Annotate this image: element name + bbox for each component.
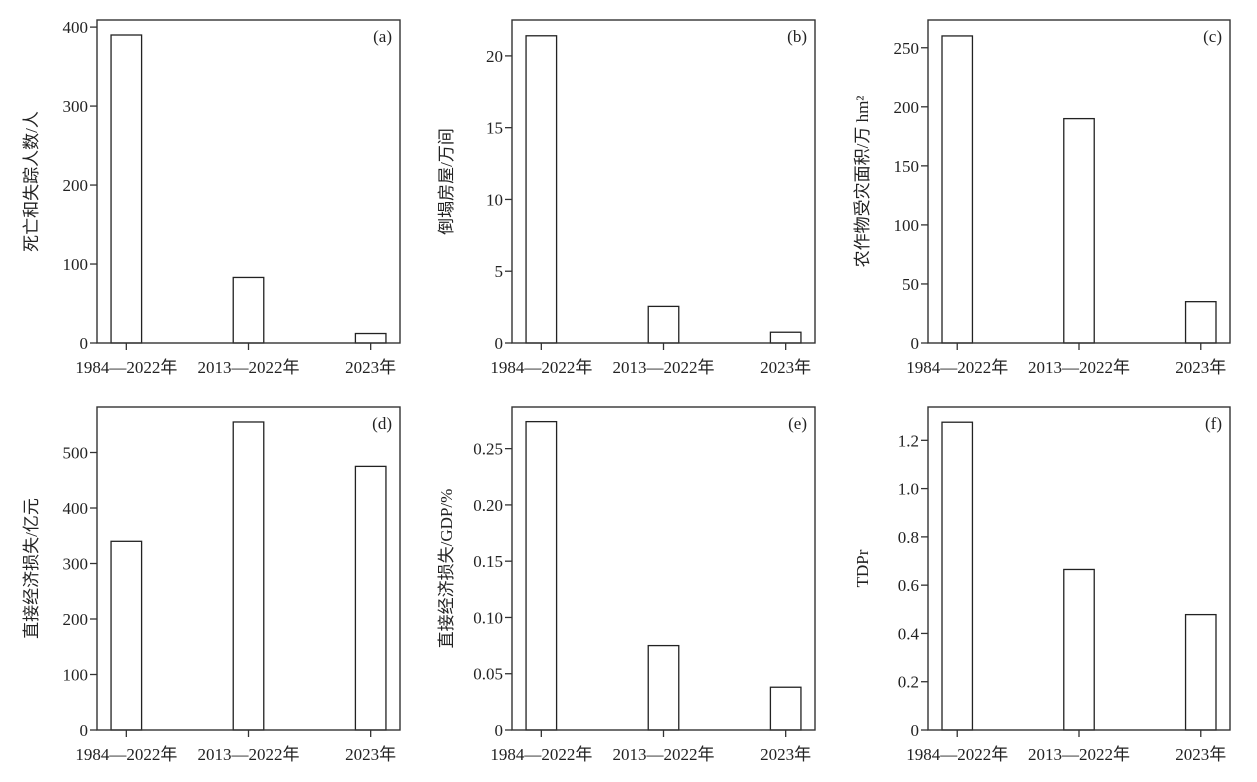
y-tick-label: 0	[80, 721, 89, 740]
bar	[525, 35, 558, 344]
panel-a: 1984—2022年 2013—2022年 2023年 0 100 200 300 400 (a…	[22, 18, 401, 377]
x-tick-label: 2013—2022年	[1028, 745, 1130, 764]
x-tick-label: 2023年	[345, 745, 396, 764]
panel-label: (e)	[788, 414, 807, 433]
bar	[1063, 568, 1095, 731]
bar	[1063, 117, 1095, 344]
plot-frame	[96, 406, 401, 731]
bar	[354, 332, 387, 344]
y-tick-label: 1.2	[898, 431, 919, 450]
y-tick-label: 200	[63, 610, 89, 629]
y-tick-label: 0	[911, 334, 920, 353]
x-tick-label: 1984—2022年	[75, 745, 177, 764]
y-tick-label: 200	[63, 176, 89, 195]
panel-d: 1984—2022年 2013—2022年 2023年 0 100 200 300 400 50…	[22, 406, 401, 764]
y-tick-label: 400	[63, 18, 89, 37]
bar	[110, 540, 143, 731]
y-tick-label: 150	[894, 157, 920, 176]
y-tick-label: 250	[894, 39, 920, 58]
bar	[647, 305, 680, 344]
panel-label: (d)	[372, 414, 392, 433]
bar	[769, 686, 802, 731]
panel-label: (f)	[1205, 414, 1222, 433]
bar	[525, 420, 558, 731]
x-tick-label: 2023年	[760, 745, 811, 764]
x-tick-label: 1984—2022年	[75, 358, 177, 377]
bar	[941, 35, 974, 344]
y-tick-label: 0.6	[898, 576, 919, 595]
x-tick-label: 2013—2022年	[198, 745, 300, 764]
plot-frame	[511, 19, 816, 344]
y-tick-label: 20	[486, 47, 503, 66]
plot-frame	[927, 19, 1231, 344]
y-axis-label: 死亡和失踪人数/人	[22, 111, 41, 252]
y-tick-label: 100	[63, 255, 89, 274]
y-tick-label: 15	[486, 119, 503, 138]
bar	[941, 421, 974, 731]
x-tick-label: 1984—2022年	[490, 358, 592, 377]
y-tick-label: 0	[80, 334, 89, 353]
panel-f: 1984—2022年 2013—2022年 2023年 0 0.2 0.4 0.6 0.8 1.…	[853, 406, 1231, 764]
y-tick-label: 0.4	[898, 624, 920, 643]
panel-label: (c)	[1203, 27, 1222, 46]
y-axis-label: 农作物受灾面积/万 hm²	[853, 96, 872, 268]
bar	[232, 421, 265, 731]
bar	[110, 34, 143, 344]
bar	[232, 276, 265, 344]
y-tick-label: 0	[495, 334, 504, 353]
y-tick-label: 5	[495, 262, 504, 281]
y-tick-label: 500	[63, 444, 89, 463]
panel-label: (a)	[373, 27, 392, 46]
bar	[354, 465, 387, 731]
y-axis-label: TDPr	[853, 549, 872, 587]
y-axis-label: 直接经济损失/GDP/%	[437, 489, 456, 649]
x-tick-label: 2013—2022年	[613, 745, 715, 764]
bar	[1184, 301, 1217, 344]
y-tick-label: 0.15	[473, 552, 503, 571]
plot-frame	[511, 406, 816, 731]
x-tick-label: 2013—2022年	[613, 358, 715, 377]
panel-e: 1984—2022年 2013—2022年 2023年 0 0.05 0.10 0.15 0.…	[437, 406, 816, 764]
y-tick-label: 100	[894, 216, 920, 235]
bar	[769, 331, 802, 344]
y-tick-label: 0.25	[473, 440, 503, 459]
x-tick-label: 2023年	[345, 358, 396, 377]
x-tick-label: 1984—2022年	[490, 745, 592, 764]
plot-frame	[96, 19, 401, 344]
x-tick-label: 2013—2022年	[198, 358, 300, 377]
y-axis-label: 直接经济损失/亿元	[22, 498, 41, 639]
plot-frame	[927, 406, 1231, 731]
y-tick-label: 300	[63, 97, 89, 116]
panel-b: 1984—2022年 2013—2022年 2023年 0 5 10 15 20 (b) 倒塌房屋…	[437, 19, 816, 377]
x-tick-label: 2023年	[1175, 745, 1226, 764]
y-tick-label: 1.0	[898, 480, 919, 499]
y-tick-label: 400	[63, 499, 89, 518]
x-tick-label: 1984—2022年	[906, 358, 1008, 377]
y-tick-label: 0.10	[473, 608, 503, 627]
y-tick-label: 0.8	[898, 528, 919, 547]
x-tick-label: 2023年	[760, 358, 811, 377]
y-tick-label: 0.2	[898, 673, 919, 692]
bar	[647, 644, 680, 731]
y-tick-label: 200	[894, 98, 920, 117]
x-tick-label: 2023年	[1175, 358, 1226, 377]
x-tick-label: 2013—2022年	[1028, 358, 1130, 377]
y-tick-label: 0.05	[473, 665, 503, 684]
panel-label: (b)	[787, 27, 807, 46]
panel-c: 1984—2022年 2013—2022年 2023年 0 50 100 150 200 250…	[853, 19, 1231, 377]
y-axis-label: 倒塌房屋/万间	[437, 128, 456, 235]
y-tick-label: 100	[63, 666, 89, 685]
y-tick-label: 0.20	[473, 496, 503, 515]
y-tick-label: 10	[486, 190, 503, 209]
y-tick-label: 0	[495, 721, 504, 740]
y-tick-label: 50	[902, 275, 919, 294]
x-tick-label: 1984—2022年	[906, 745, 1008, 764]
y-tick-label: 0	[911, 721, 920, 740]
y-tick-label: 300	[63, 555, 89, 574]
bar	[1184, 613, 1217, 731]
